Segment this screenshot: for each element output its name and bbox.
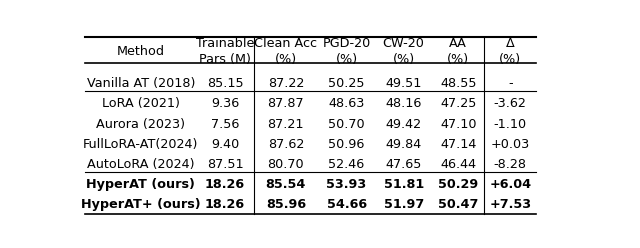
Text: 53.93: 53.93	[326, 178, 367, 191]
Text: 47.25: 47.25	[440, 97, 476, 110]
Text: Clean Acc
(%): Clean Acc (%)	[254, 37, 317, 66]
Text: 47.10: 47.10	[440, 118, 476, 131]
Text: 50.70: 50.70	[328, 118, 365, 131]
Text: 51.97: 51.97	[383, 198, 424, 211]
Text: +0.03: +0.03	[491, 138, 530, 151]
Text: 49.42: 49.42	[385, 118, 422, 131]
Text: 48.16: 48.16	[385, 97, 422, 110]
Text: FullLoRA-AT(2024): FullLoRA-AT(2024)	[83, 138, 198, 151]
Text: 46.44: 46.44	[440, 158, 476, 171]
Text: +6.04: +6.04	[489, 178, 531, 191]
Text: AutoLoRA (2024): AutoLoRA (2024)	[87, 158, 195, 171]
Text: 85.54: 85.54	[266, 178, 306, 191]
Text: 18.26: 18.26	[205, 198, 245, 211]
Text: 48.55: 48.55	[440, 77, 476, 90]
Text: 87.51: 87.51	[207, 158, 243, 171]
Text: 49.51: 49.51	[385, 77, 422, 90]
Text: 85.96: 85.96	[266, 198, 306, 211]
Text: AA
(%): AA (%)	[447, 37, 469, 66]
Text: -: -	[508, 77, 513, 90]
Text: 9.36: 9.36	[211, 97, 239, 110]
Text: 52.46: 52.46	[328, 158, 365, 171]
Text: LoRA (2021): LoRA (2021)	[102, 97, 180, 110]
Text: 87.21: 87.21	[268, 118, 304, 131]
Text: 87.62: 87.62	[268, 138, 304, 151]
Text: 54.66: 54.66	[326, 198, 367, 211]
Text: Trainable
Pars (M): Trainable Pars (M)	[196, 37, 254, 66]
Text: CW-20
(%): CW-20 (%)	[383, 37, 424, 66]
Text: Vanilla AT (2018): Vanilla AT (2018)	[86, 77, 195, 90]
Text: 87.87: 87.87	[268, 97, 304, 110]
Text: 85.15: 85.15	[207, 77, 243, 90]
Text: HyperAT+ (ours): HyperAT+ (ours)	[81, 198, 200, 211]
Text: 47.14: 47.14	[440, 138, 476, 151]
Text: 49.84: 49.84	[385, 138, 422, 151]
Text: 50.29: 50.29	[438, 178, 478, 191]
Text: -3.62: -3.62	[494, 97, 527, 110]
Text: Method: Method	[116, 45, 164, 58]
Text: 47.65: 47.65	[385, 158, 422, 171]
Text: PGD-20
(%): PGD-20 (%)	[323, 37, 371, 66]
Text: HyperAT (ours): HyperAT (ours)	[86, 178, 195, 191]
Text: 7.56: 7.56	[211, 118, 239, 131]
Text: 51.81: 51.81	[383, 178, 424, 191]
Text: 50.47: 50.47	[438, 198, 478, 211]
Text: 87.22: 87.22	[268, 77, 304, 90]
Text: -8.28: -8.28	[494, 158, 527, 171]
Text: 50.96: 50.96	[328, 138, 365, 151]
Text: +7.53: +7.53	[489, 198, 531, 211]
Text: 48.63: 48.63	[328, 97, 365, 110]
Text: 50.25: 50.25	[328, 77, 365, 90]
Text: 9.40: 9.40	[211, 138, 239, 151]
Text: 80.70: 80.70	[268, 158, 304, 171]
Text: Aurora (2023): Aurora (2023)	[96, 118, 185, 131]
Text: 18.26: 18.26	[205, 178, 245, 191]
Text: -1.10: -1.10	[493, 118, 527, 131]
Text: Δ
(%): Δ (%)	[499, 37, 522, 66]
